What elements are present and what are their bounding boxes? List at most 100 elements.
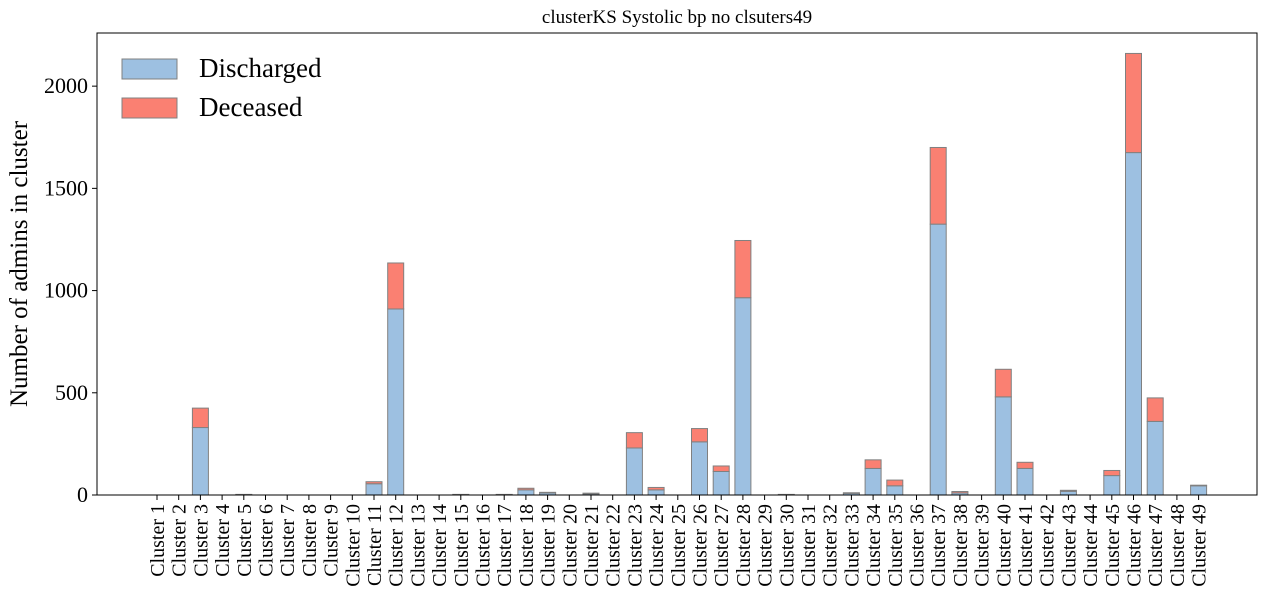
chart-title: clusterKS Systolic bp no clsuters49 — [542, 7, 812, 28]
bar-deceased-27 — [712, 465, 730, 472]
bar-discharged-41 — [1016, 467, 1034, 496]
x-tick-label: Cluster 44 — [1080, 504, 1102, 587]
x-tick-label: Cluster 33 — [841, 504, 863, 587]
bar-discharged-43 — [1059, 490, 1077, 496]
x-tick-label: Cluster 34 — [863, 504, 885, 587]
bar-deceased-23 — [625, 432, 643, 449]
bar-discharged-23 — [625, 447, 643, 496]
y-tick-label: 2000 — [44, 73, 88, 98]
bar-deceased-41 — [1016, 461, 1034, 469]
x-tick-label: Cluster 24 — [646, 504, 668, 587]
bar-deceased-28 — [734, 239, 752, 299]
bar-deceased-24 — [647, 486, 665, 491]
x-tick-label: Cluster 11 — [364, 504, 386, 586]
bar-deceased-21 — [582, 492, 600, 495]
bar-discharged-12 — [387, 308, 405, 496]
bar-deceased-37 — [929, 146, 947, 225]
x-tick-label: Cluster 3 — [190, 504, 212, 577]
x-tick-label: Cluster 10 — [342, 504, 364, 587]
x-tick-label: Cluster 5 — [234, 504, 256, 577]
bar-deceased-33 — [842, 492, 860, 494]
bar-deceased-46 — [1125, 52, 1142, 154]
y-tick-label: 1500 — [44, 175, 88, 200]
bar-deceased-3 — [191, 407, 209, 429]
bar-discharged-47 — [1146, 420, 1164, 496]
x-tick-label: Cluster 13 — [407, 504, 429, 587]
bar-discharged-45 — [1103, 475, 1121, 496]
x-tick-label: Cluster 49 — [1189, 504, 1211, 587]
x-tick-label: Cluster 48 — [1167, 504, 1189, 587]
bar-discharged-28 — [734, 297, 752, 496]
bar-discharged-40 — [994, 396, 1012, 496]
x-tick-label: Cluster 27 — [711, 504, 733, 587]
x-tick-label: Cluster 15 — [451, 504, 473, 587]
x-tick-label: Cluster 41 — [1015, 504, 1037, 587]
x-tick-label: Cluster 46 — [1124, 504, 1146, 587]
x-tick-label: Cluster 38 — [950, 504, 972, 587]
x-tick-label: Cluster 39 — [972, 504, 994, 587]
bar-discharged-35 — [886, 485, 904, 496]
x-tick-label: Cluster 43 — [1058, 504, 1080, 587]
y-tick-label: 1000 — [44, 278, 88, 303]
bar-deceased-18 — [517, 487, 535, 491]
x-tick-label: Cluster 19 — [538, 504, 560, 587]
bar-deceased-47 — [1146, 397, 1164, 422]
x-tick-label: Cluster 6 — [256, 504, 278, 577]
x-tick-label: Cluster 7 — [277, 504, 299, 577]
bar-discharged-34 — [864, 467, 882, 496]
bar-discharged-18 — [517, 489, 535, 496]
x-tick-label: Cluster 30 — [776, 504, 798, 587]
x-tick-label: Cluster 9 — [321, 504, 343, 577]
x-tick-label: Cluster 16 — [473, 504, 495, 587]
bars-group — [191, 52, 1208, 496]
x-tick-label: Cluster 4 — [212, 504, 234, 577]
x-tick-label: Cluster 29 — [755, 504, 777, 587]
x-tick-label: Cluster 40 — [993, 504, 1015, 587]
x-tick-label: Cluster 47 — [1145, 504, 1167, 587]
bar-discharged-11 — [365, 483, 383, 496]
x-tick-label: Cluster 42 — [1037, 504, 1059, 587]
bar-deceased-45 — [1103, 469, 1121, 477]
x-tick-label: Cluster 26 — [690, 504, 712, 587]
x-tick-label: Cluster 20 — [559, 504, 581, 587]
x-tick-label: Cluster 32 — [820, 504, 842, 587]
bar-discharged-3 — [191, 427, 209, 496]
bar-discharged-37 — [929, 223, 947, 496]
legend: Discharged Deceased — [121, 53, 322, 122]
bar-deceased-43 — [1059, 489, 1077, 492]
x-tick-label: Cluster 2 — [169, 504, 191, 577]
plot-frame — [96, 32, 1258, 496]
bar-discharged-26 — [691, 441, 708, 496]
x-tick-label: Cluster 12 — [386, 504, 408, 587]
bar-deceased-34 — [864, 459, 882, 469]
bar-deceased-38 — [951, 491, 969, 494]
bar-discharged-49 — [1190, 485, 1208, 496]
bar-discharged-27 — [712, 470, 730, 496]
bar-deceased-35 — [886, 479, 904, 487]
bar-deceased-49 — [1190, 484, 1208, 487]
legend-label-discharged: Discharged — [199, 53, 322, 83]
legend-swatch-deceased — [121, 97, 178, 119]
legend-swatch-discharged — [121, 58, 178, 80]
y-axis-label: Number of admins in cluster — [6, 120, 33, 407]
x-tick-label: Cluster 45 — [1102, 504, 1124, 587]
bar-deceased-26 — [691, 428, 708, 443]
x-tick-label: Cluster 36 — [907, 504, 929, 587]
x-tick-label: Cluster 25 — [668, 504, 690, 587]
y-tick-label: 500 — [55, 380, 88, 405]
x-tick-label: Cluster 35 — [885, 504, 907, 587]
bar-discharged-46 — [1125, 152, 1142, 496]
y-tick-label: 0 — [77, 482, 88, 507]
bar-deceased-19 — [539, 491, 557, 494]
y-axis: 0 500 1000 1500 2000 — [44, 73, 97, 507]
legend-label-deceased: Deceased — [199, 92, 303, 122]
x-axis: Cluster 1 Cluster 2 Cluster 3 Cluster 4 Clus… — [147, 495, 1211, 587]
bar-deceased-12 — [387, 262, 405, 310]
bar-discharged-24 — [647, 489, 665, 496]
x-tick-label: Cluster 14 — [429, 504, 451, 587]
x-tick-label: Cluster 31 — [798, 504, 820, 587]
x-tick-label: Cluster 21 — [581, 504, 603, 587]
x-tick-label: Cluster 22 — [603, 504, 625, 587]
x-tick-label: Cluster 23 — [624, 504, 646, 587]
